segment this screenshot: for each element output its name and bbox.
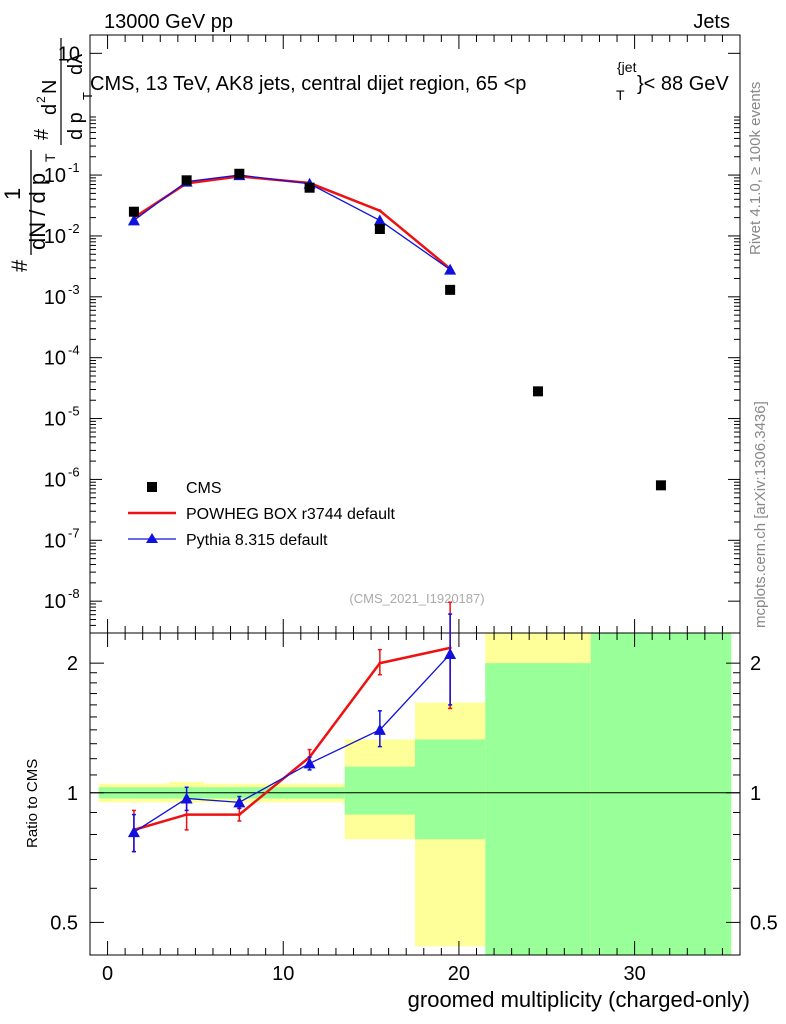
ratio-band-inner — [485, 663, 591, 955]
ylabel-num: d — [39, 104, 61, 115]
plot-title-sup: {jet — [617, 59, 637, 75]
cms-point — [445, 284, 456, 295]
plot-title: CMS, 13 TeV, AK8 jets, central dijet reg… — [90, 73, 526, 95]
cms-point — [234, 168, 245, 179]
cms-point — [128, 206, 139, 217]
ratio-xtick-label: 20 — [448, 963, 470, 985]
ylabel-num-sup: 2 — [34, 96, 48, 103]
pythia-point — [373, 214, 386, 226]
side-rivet: Rivet 4.1.0, ≥ 100k events — [747, 82, 764, 255]
ratio-xtick-label: 30 — [623, 963, 645, 985]
plot-title-sub: T — [616, 87, 625, 103]
cms-point — [532, 386, 543, 397]
ratio-ylabel: Ratio to CMS — [24, 759, 41, 848]
ratio-powheg-line — [133, 646, 451, 832]
ylabel-num-den: d p — [65, 112, 87, 140]
ratio-pythia-point — [233, 796, 246, 808]
main-ytick-label: 10 — [44, 165, 66, 187]
ratio-powheg-point — [237, 813, 241, 817]
ratio-pythia-point — [444, 648, 457, 660]
legend-marker-pythia — [146, 533, 158, 543]
main-ytick-exponent: -5 — [68, 404, 80, 419]
ratio-pythia-point — [303, 757, 316, 769]
main-ytick-label: 10 — [44, 409, 66, 431]
plot-title-p: p — [515, 73, 526, 95]
ratio-pythia-point — [180, 792, 193, 804]
ylabel-den-d: d — [25, 238, 50, 250]
ratio-band-inner — [590, 633, 732, 955]
main-ytick-label: 10 — [44, 348, 66, 370]
main-ytick-exponent: -2 — [68, 221, 80, 236]
ylabel-hash-mid: # — [31, 128, 53, 140]
ylabel-num-n: N — [39, 80, 61, 94]
ratio-band-inner — [344, 766, 415, 815]
main-ytick-label: 10 — [44, 469, 66, 491]
ratio-plot: 0.5 0.5 1 1 2 2 0 10 20 30 Ratio to CMS groomed … — [24, 601, 778, 1012]
cms-point — [655, 480, 666, 491]
ylabel-num-lambda: dλ — [65, 54, 87, 75]
ratio-pythia-point — [127, 826, 140, 838]
ylabel-num-d: d — [39, 104, 61, 115]
ratio-powheg-point — [378, 661, 382, 665]
ratio-ytick-label-right: 0.5 — [750, 912, 778, 934]
powheg-line — [133, 175, 451, 270]
main-ytick-label: 10 — [58, 43, 80, 65]
pythia-line — [133, 174, 451, 271]
ratio-ytick-label: 2 — [67, 653, 78, 675]
main-ytick-label: 10 — [44, 287, 66, 309]
ratio-ytick-label: 0.5 — [50, 912, 78, 934]
ratio-ytick-label: 1 — [67, 783, 78, 805]
x-axis-label: groomed multiplicity (charged-only) — [408, 987, 750, 1012]
main-ytick-label: 10 — [44, 530, 66, 552]
ratio-xtick-label: 0 — [102, 963, 113, 985]
plot-title-end: }< 88 GeV — [637, 73, 729, 95]
plot-title-main: CMS, 13 TeV, AK8 jets, central dijet reg… — [90, 73, 515, 95]
ratio-pythia-line — [133, 653, 451, 833]
header-left: 13000 GeV pp — [104, 11, 233, 33]
legend-label-cms: CMS — [186, 480, 222, 497]
ylabel-one: 1 — [0, 188, 25, 200]
ratio-powheg-point — [185, 813, 189, 817]
ratio-xtick-label: 10 — [272, 963, 294, 985]
main-ytick-label: 10 — [44, 591, 66, 613]
side-mcplots: mcplots.cern.ch [arXiv:1306.3436] — [752, 401, 769, 628]
legend-label-powheg: POWHEG BOX r3744 default — [186, 506, 396, 523]
ylabel-hash-left: # — [7, 259, 32, 272]
cms-point — [181, 175, 192, 186]
ylabel-den-sub: T — [42, 153, 58, 162]
ylabel-num-den-sub: T — [80, 92, 95, 100]
ratio-ytick-label-right: 1 — [750, 783, 761, 805]
ylabel-den: dN / d p — [25, 173, 50, 250]
pythia-point — [127, 214, 140, 226]
legend-label-pythia: Pythia 8.315 default — [186, 532, 328, 549]
legend: CMS POWHEG BOX r3744 default Pythia 8.31… — [128, 480, 396, 549]
ylabel-den-text: N / d p — [25, 173, 50, 238]
powheg-point — [378, 209, 382, 213]
main-ytick-exponent: -3 — [68, 282, 80, 297]
ratio-ytick-label-right: 2 — [750, 653, 761, 675]
main-ytick-exponent: -6 — [68, 464, 80, 479]
main-ylabel: # 1 dN / d p T # d 2 N d p T dλ — [0, 38, 95, 272]
main-ytick-label: 10 — [44, 226, 66, 248]
pythia-point — [444, 263, 457, 275]
legend-marker-cms — [147, 482, 157, 492]
ratio-pythia-point — [373, 723, 386, 735]
main-ytick-exponent: -8 — [68, 586, 80, 601]
ratio-frame — [89, 632, 741, 956]
main-ytick-exponent: -7 — [68, 525, 80, 540]
main-ytick-exponent: -1 — [68, 160, 80, 175]
cms-point — [374, 224, 385, 235]
main-ytick-exponent: -4 — [68, 343, 80, 358]
ratio-band-inner — [415, 739, 486, 840]
analysis-label: (CMS_2021_I1920187) — [349, 591, 484, 606]
header-right: Jets — [693, 11, 730, 33]
cms-point — [304, 182, 315, 193]
